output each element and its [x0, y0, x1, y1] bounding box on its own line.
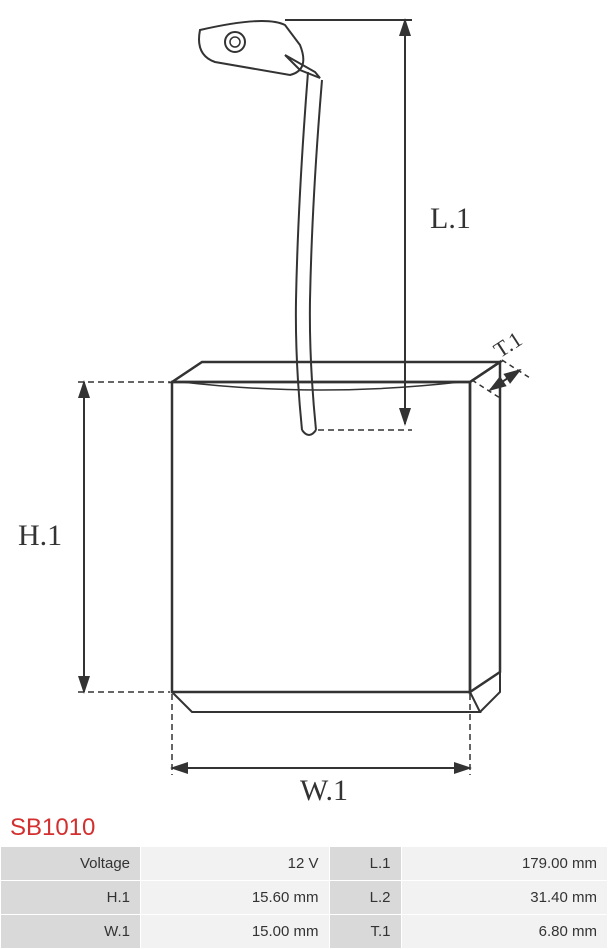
terminal-eyelet [199, 21, 320, 78]
technical-drawing: L.1 H.1 W.1 T.1 [0, 0, 608, 810]
dim-W1: W.1 [172, 694, 470, 807]
label-T1: T.1 [489, 326, 526, 362]
spec-value: 15.00 mm [141, 915, 330, 949]
table-row: Voltage 12 V L.1 179.00 mm [1, 847, 608, 881]
dim-H1: H.1 [18, 382, 170, 692]
label-W1: W.1 [300, 774, 348, 807]
diagram-svg: L.1 H.1 W.1 T.1 [0, 0, 608, 810]
spec-value: 12 V [141, 847, 330, 881]
spec-value: 179.00 mm [401, 847, 607, 881]
table-row: H.1 15.60 mm L.2 31.40 mm [1, 881, 608, 915]
spec-key: L.1 [329, 847, 401, 881]
brush-body [172, 362, 500, 712]
wire-lead [296, 72, 322, 435]
spec-table: Voltage 12 V L.1 179.00 mm H.1 15.60 mm … [0, 846, 608, 949]
table-row: W.1 15.00 mm T.1 6.80 mm [1, 915, 608, 949]
spec-key: H.1 [1, 881, 141, 915]
spec-value: 15.60 mm [141, 881, 330, 915]
label-H1: H.1 [18, 519, 62, 552]
spec-value: 31.40 mm [401, 881, 607, 915]
spec-key: Voltage [1, 847, 141, 881]
spec-key: T.1 [329, 915, 401, 949]
label-L1: L.1 [430, 202, 471, 235]
spec-key: W.1 [1, 915, 141, 949]
spec-value: 6.80 mm [401, 915, 607, 949]
product-code: SB1010 [0, 810, 608, 846]
spec-key: L.2 [329, 881, 401, 915]
